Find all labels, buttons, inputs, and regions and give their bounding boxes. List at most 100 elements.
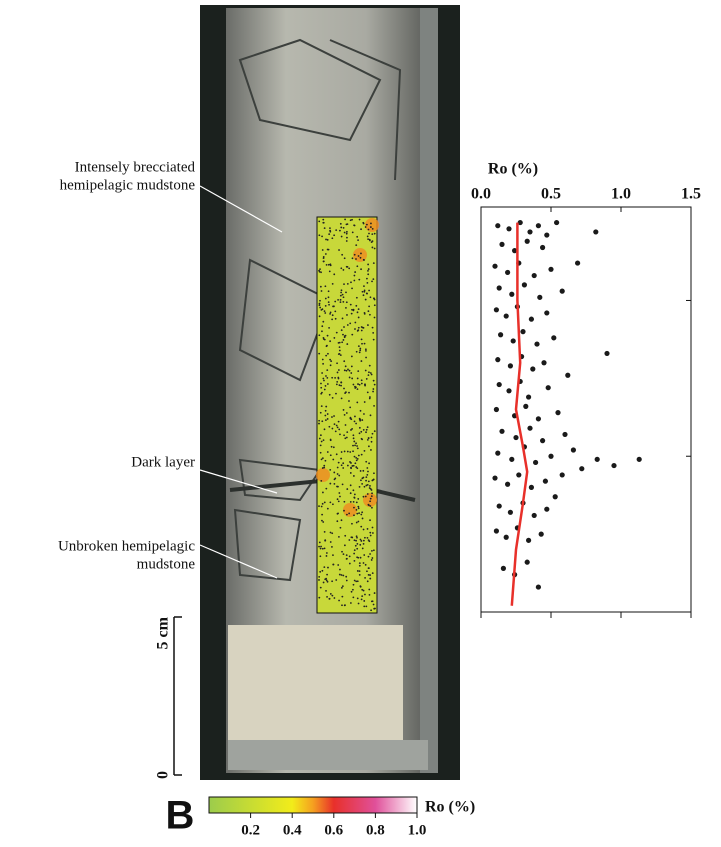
map-dot (364, 536, 366, 539)
map-dot (332, 305, 334, 308)
map-dot (335, 424, 338, 427)
map-dot (355, 501, 358, 504)
map-dot (329, 263, 332, 266)
map-dot (345, 301, 348, 304)
map-dot (340, 381, 343, 384)
map-dot (319, 434, 322, 437)
map-dot (371, 572, 374, 574)
map-dot (321, 372, 324, 374)
map-dot (359, 556, 362, 559)
map-dot (360, 268, 362, 271)
map-dot (327, 296, 330, 299)
map-dot (349, 416, 352, 419)
map-dot (371, 280, 373, 283)
map-dot (328, 303, 330, 306)
map-dot (363, 290, 366, 293)
map-dot (357, 556, 360, 559)
map-dot (352, 308, 355, 311)
map-dot (355, 350, 358, 353)
x-tick-label: 0.5 (541, 186, 561, 203)
map-dot (360, 379, 363, 382)
map-dot (366, 474, 369, 476)
map-dot (355, 456, 358, 459)
data-point (509, 456, 515, 462)
data-point (531, 512, 537, 519)
map-dot (372, 603, 375, 606)
map-dot (349, 602, 352, 604)
map-dot (319, 570, 322, 573)
map-dot (319, 444, 322, 447)
map-dot (356, 445, 358, 447)
map-dot (339, 354, 342, 357)
map-dot (320, 440, 323, 443)
map-dot (335, 331, 338, 334)
map-dot (334, 376, 337, 379)
map-dot (357, 308, 360, 310)
map-dot (340, 451, 343, 453)
map-dot (337, 420, 340, 423)
map-dot (359, 418, 362, 421)
map-dot (373, 247, 376, 250)
map-dot (346, 324, 349, 326)
map-dot (329, 438, 332, 441)
map-dot (336, 473, 339, 475)
map-dot (371, 233, 374, 236)
map-dot (365, 476, 368, 479)
map-dot (354, 444, 356, 447)
map-dot (369, 500, 372, 503)
map-dot (365, 428, 368, 431)
x-tick-label: 1.5 (681, 186, 701, 203)
map-dot (323, 501, 326, 504)
map-dot (368, 487, 371, 489)
map-hotspot (363, 493, 377, 507)
map-dot (362, 294, 365, 297)
map-dot (318, 302, 321, 305)
map-dot (370, 495, 373, 498)
map-dot (351, 287, 353, 290)
data-point (530, 366, 536, 372)
map-dot (372, 549, 375, 552)
map-dot (366, 235, 369, 238)
map-dot (366, 528, 369, 530)
map-dot (324, 304, 327, 307)
map-dot (361, 483, 364, 485)
map-dot (321, 569, 324, 572)
map-dot (335, 453, 338, 456)
map-dot (338, 384, 341, 387)
map-dot (364, 226, 367, 228)
map-dot (357, 498, 360, 500)
map-dot (360, 453, 363, 456)
map-dot (320, 545, 322, 548)
map-dot (343, 509, 345, 512)
map-dot (363, 342, 366, 345)
map-dot (366, 570, 368, 573)
map-dot (359, 538, 362, 541)
map-dot (334, 300, 337, 303)
map-dot (322, 260, 325, 263)
map-dot (318, 270, 321, 273)
map-dot (352, 464, 355, 467)
map-dot (373, 297, 375, 300)
map-dot (363, 485, 366, 488)
data-point (531, 272, 537, 279)
map-dot (361, 326, 364, 329)
colorbar (208, 796, 418, 814)
colorbar-tick-label: 0.6 (324, 822, 343, 838)
map-dot (339, 294, 342, 297)
data-point (542, 478, 549, 484)
data-point (509, 291, 515, 297)
map-dot (343, 544, 346, 547)
map-dot (333, 337, 336, 339)
map-dot (353, 279, 356, 282)
map-dot (326, 334, 329, 337)
map-dot (338, 349, 341, 352)
map-dot (351, 333, 354, 336)
map-dot (324, 312, 327, 314)
map-dot (363, 413, 365, 415)
map-dot (366, 536, 369, 539)
map-dot (350, 429, 352, 431)
data-point (499, 428, 505, 434)
map-dot (366, 281, 369, 284)
data-point (493, 528, 499, 534)
